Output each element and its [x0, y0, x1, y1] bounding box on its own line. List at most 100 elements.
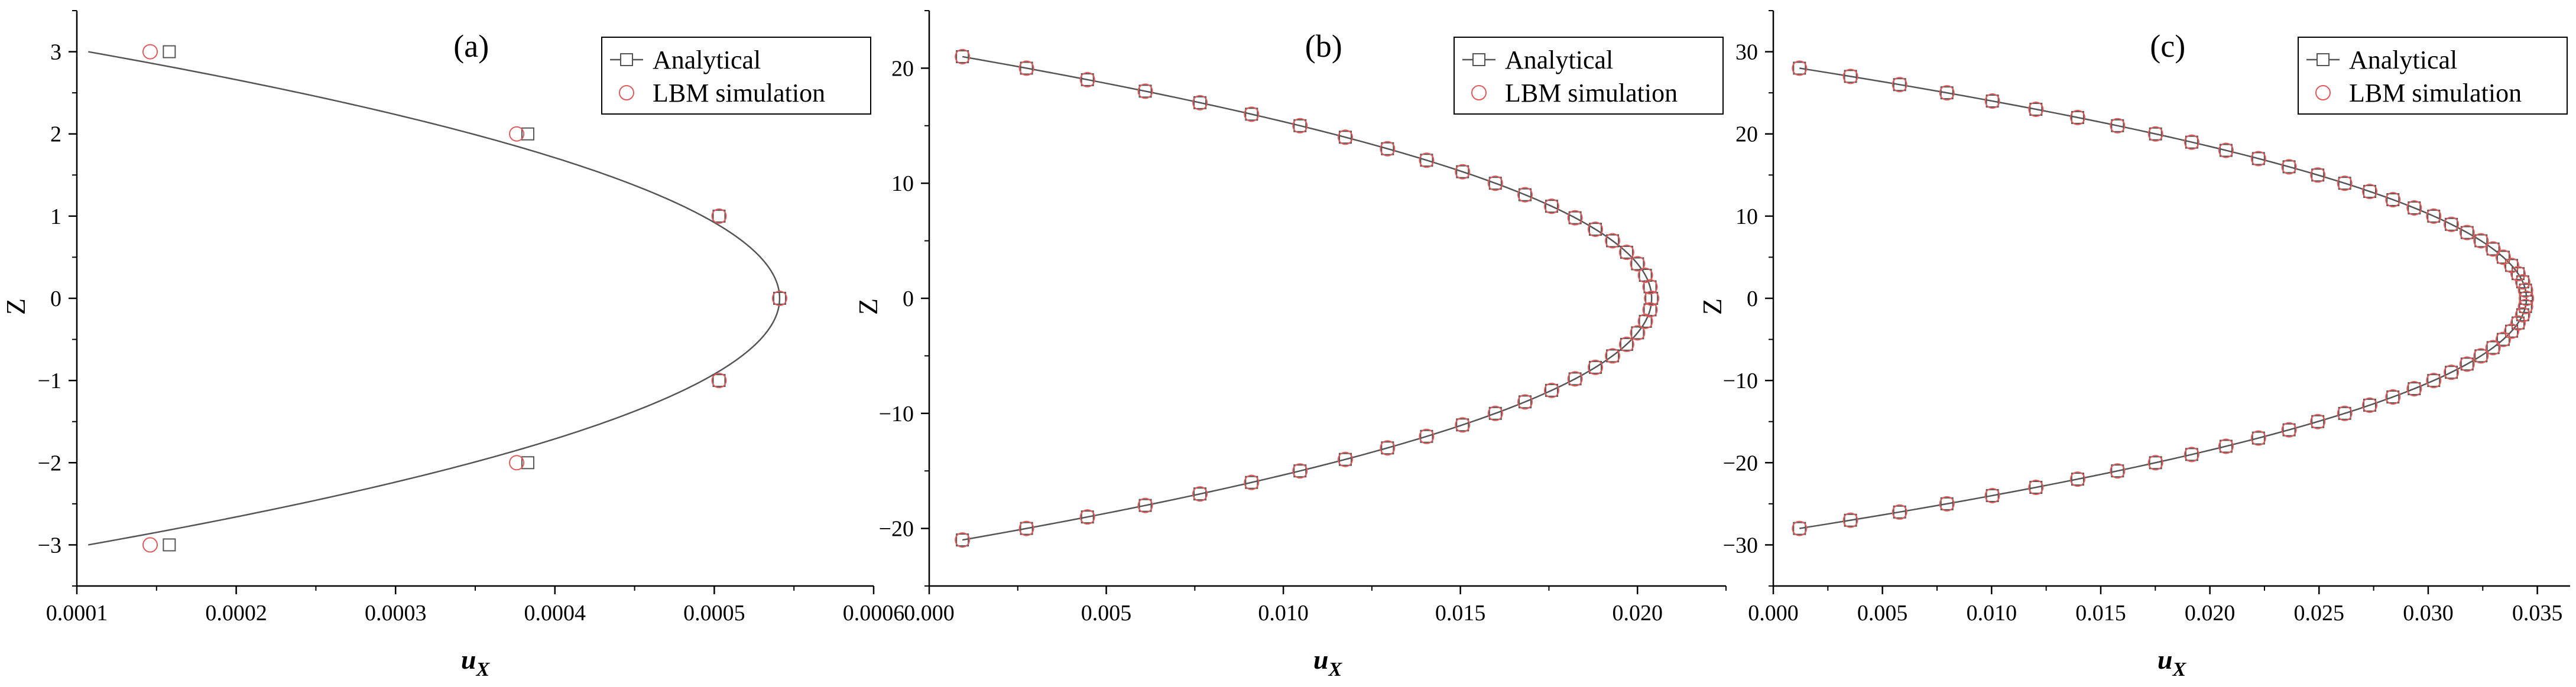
panel-b-analytical-point: [1020, 61, 1033, 75]
panel-c-lbm-point: [2218, 142, 2234, 158]
panel-c-analytical-point: [1844, 513, 1857, 527]
panel-b-lbm-point: [1567, 210, 1583, 226]
panel-c-y-tick-label: 20: [1735, 122, 1758, 147]
panel-c-x-tick-label: 0.000: [1748, 601, 1799, 626]
panel-c-analytical-point: [2386, 390, 2400, 403]
panel-b-lbm-point: [1137, 497, 1153, 513]
panel-c-analytical-point: [2519, 299, 2532, 313]
panel-b-lbm-point: [1292, 118, 1308, 134]
panel-a: 0.0001 0.0002 0.0003 0.0004 0.0005 0.0006 −3 −2…: [1, 10, 905, 681]
panel-c-analytical-point: [2338, 406, 2351, 420]
panel-a-y-tick-label: −3: [38, 533, 61, 558]
panel-b-lbm-point: [1642, 302, 1658, 318]
panel-b-lbm-point: [1079, 71, 1095, 87]
panel-c-analytical-point: [1985, 95, 1999, 108]
panel-b-analytical-point: [1589, 360, 1602, 374]
panel-b-lbm-point: [1618, 336, 1634, 352]
panel-b-lbm-point: [1419, 428, 1435, 444]
panel-b-analytical-point: [1631, 257, 1644, 271]
panel-b-lbm-point: [1543, 382, 1559, 398]
panel-b-lbm-point: [1244, 106, 1260, 122]
panel-a-legend-lbm-label: LBM simulation: [653, 79, 825, 108]
panel-c-lbm-point: [2495, 331, 2511, 347]
panel-c-lbm-point: [2184, 447, 2199, 463]
panel-b-analytical-point: [1193, 487, 1207, 501]
panel-a-lbm-point: [142, 537, 158, 553]
panel-b-analytical-point: [1620, 246, 1633, 259]
panel-c-analytical-point: [2219, 144, 2233, 157]
panel-c-lbm-point: [2495, 249, 2511, 265]
panel-b-analytical-point: [1488, 177, 1502, 190]
panel-c-analytical-point: [2363, 398, 2377, 412]
panel-b-analytical-point: [1293, 119, 1307, 132]
panel-c-lbm-point: [2485, 340, 2501, 356]
panel-c-lbm-point: [2444, 216, 2460, 232]
panel-c-legend-circle-icon: [2315, 85, 2331, 100]
panel-a-lbm-point: [509, 126, 525, 142]
panel-c-lbm-point: [2519, 291, 2535, 306]
panel-c-lbm-point: [2459, 356, 2475, 372]
panel-b-analytical-point: [1519, 395, 1532, 409]
panel-c-lbm-point: [2028, 101, 2044, 117]
panel-c-lbm-point: [2281, 422, 2297, 438]
panel-a-analytical-point: [163, 45, 176, 58]
panel-c-lbm-point: [2110, 118, 2126, 134]
panel-b-analytical-point: [1631, 326, 1644, 340]
panel-b-analytical-point: [1138, 499, 1152, 512]
panel-c-x-tick-label: 0.010: [1967, 601, 2017, 626]
panel-a-lbm-point: [711, 373, 727, 389]
panel-a-y-tick-label: 0: [50, 286, 61, 311]
panel-c-x-tick-label: 0.025: [2294, 601, 2345, 626]
panel-b-lbm-point: [1588, 359, 1604, 375]
panel-b-lbm-point: [1337, 129, 1353, 145]
panel-a-x-tick-label: 0.0006: [843, 601, 905, 626]
panel-b-analytical-point: [1338, 452, 1352, 466]
panel-a-y-tick-label: −2: [38, 451, 61, 476]
panel-b-analytical-point: [1589, 223, 1602, 236]
panel-b-analytical-point: [1381, 441, 1394, 455]
panel-c-analytical-point: [2311, 415, 2325, 428]
panel-b-analytical-point: [1456, 165, 1469, 178]
panel-c-analytical-point: [2520, 292, 2533, 305]
panel-b-lbm-point: [1455, 164, 1471, 180]
panel-c-lbm-point: [2485, 241, 2501, 257]
panel-c-lbm-point: [2504, 323, 2520, 339]
panel-c-lbm-point: [2337, 405, 2353, 421]
panel-c-lbm-point: [2444, 364, 2460, 380]
panel-c-analytical-point: [2516, 308, 2529, 321]
panel-b-lbm-point: [1637, 268, 1653, 284]
panel-c-analytical-point: [2427, 374, 2441, 388]
panel-c-lbm-point: [2473, 348, 2489, 364]
panel-c-analytical-point: [2486, 341, 2500, 354]
panel-c-lbm-point: [1939, 85, 1955, 101]
panel-c-analytical-point: [2219, 439, 2233, 453]
panel-b-lbm-point: [1192, 486, 1208, 502]
panel-b-x-axis-label: uX: [1313, 644, 1343, 681]
panel-a-y-tick-label: −1: [38, 369, 61, 393]
panel-c-lbm-point: [2147, 455, 2163, 471]
panel-c-lbm-point: [2406, 381, 2422, 397]
panel-b-x-tick-label: 0.010: [1258, 601, 1309, 626]
panel-a-legend-box: [601, 37, 871, 115]
panel-c-analytical-point: [1793, 61, 1806, 75]
panel-c-analytical-point: [2282, 160, 2296, 174]
panel-a-x-tick-label: 0.0002: [205, 601, 267, 626]
panel-b-analytical-point: [956, 50, 969, 63]
panel-b-y-tick-label: −20: [879, 517, 914, 542]
panel-c-analytical-point: [2282, 423, 2296, 437]
panel-a-x-tick-label: 0.0005: [683, 601, 745, 626]
panel-c-x-tick-label: 0.020: [2185, 601, 2236, 626]
panel-c-analytical-point: [2427, 209, 2441, 223]
panel-c-x-axis-label: uX: [2158, 644, 2187, 681]
panel-c-analytical-point: [1985, 489, 1999, 502]
panel-b-legend-lbm-label: LBM simulation: [1505, 79, 1678, 108]
panel-c-lbm-point: [1939, 496, 1955, 512]
panel-b-analytical-point: [1606, 234, 1620, 248]
panel-b-analytical-point: [1081, 510, 1094, 524]
panel-c-lbm-point: [1984, 93, 2000, 109]
panel-c-analytical-point: [2363, 185, 2377, 198]
panel-b-lbm-point: [1244, 474, 1260, 490]
panel-c-lbm-point: [2515, 274, 2530, 290]
panel-a-y-tick-label: 1: [50, 204, 61, 229]
panel-c-x-tick-label: 0.015: [2075, 601, 2126, 626]
